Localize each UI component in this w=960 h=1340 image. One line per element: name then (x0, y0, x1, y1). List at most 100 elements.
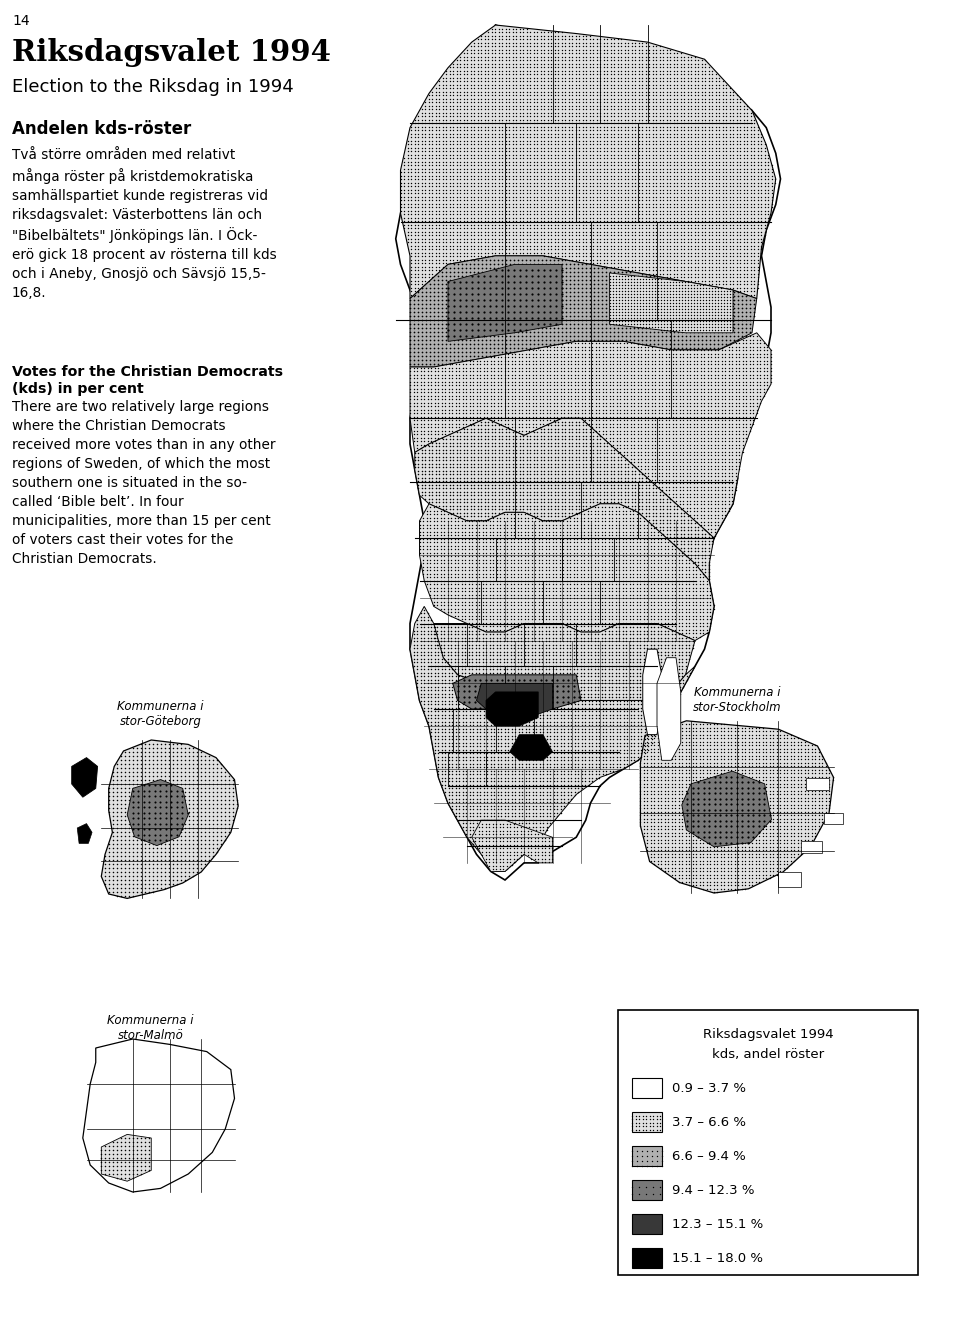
Point (446, 308, 462, 330)
Point (617, 228, 633, 249)
Point (675, 804, 690, 825)
Point (699, 819, 714, 840)
Point (576, 563, 591, 584)
Point (402, 289, 418, 311)
Point (660, 840, 676, 862)
Point (686, 50, 702, 71)
Point (431, 109, 446, 130)
Point (458, 364, 473, 386)
Point (538, 662, 553, 683)
Point (734, 330, 750, 351)
Point (641, 498, 657, 520)
Point (724, 832, 739, 854)
Point (548, 563, 564, 584)
Point (750, 189, 765, 210)
Point (626, 350, 641, 371)
Point (659, 287, 674, 308)
Point (815, 795, 830, 816)
Point (479, 770, 494, 792)
Point (470, 326, 486, 347)
Point (554, 78, 569, 99)
Point (431, 228, 446, 249)
Point (427, 375, 443, 397)
Point (673, 154, 688, 176)
Point (531, 842, 546, 863)
Point (801, 832, 816, 854)
Point (521, 413, 537, 434)
Point (131, 796, 146, 817)
Point (450, 314, 466, 335)
Point (650, 745, 665, 766)
Point (463, 172, 478, 193)
Point (579, 494, 594, 516)
Point (214, 805, 229, 827)
Point (710, 347, 726, 368)
Point (482, 645, 497, 666)
Point (582, 50, 597, 71)
Point (601, 543, 616, 564)
Point (748, 815, 763, 836)
Point (637, 275, 653, 296)
Point (638, 492, 654, 513)
Point (514, 578, 529, 599)
Point (557, 785, 572, 807)
Point (797, 734, 812, 756)
Point (472, 673, 488, 694)
Point (714, 452, 730, 473)
Point (578, 70, 593, 91)
Point (136, 829, 152, 851)
Point (524, 556, 540, 578)
Point (551, 481, 566, 502)
Point (620, 302, 636, 323)
Point (515, 371, 530, 393)
Point (434, 314, 449, 335)
Point (430, 364, 445, 386)
Point (538, 651, 553, 673)
Point (591, 714, 607, 736)
Point (561, 492, 576, 513)
Point (462, 749, 477, 770)
Point (469, 204, 485, 225)
Point (500, 697, 516, 718)
Point (555, 608, 570, 630)
Point (679, 456, 694, 477)
Point (537, 141, 552, 162)
Point (198, 757, 213, 779)
Point (548, 662, 564, 683)
Point (641, 228, 657, 249)
Point (561, 224, 576, 245)
Point (649, 509, 664, 531)
Point (504, 360, 519, 382)
Point (647, 758, 662, 780)
Point (513, 260, 528, 281)
Point (643, 634, 659, 655)
Point (711, 217, 727, 239)
Point (509, 440, 524, 461)
Point (452, 52, 468, 74)
Point (430, 655, 445, 677)
Point (561, 88, 576, 110)
Point (543, 498, 559, 520)
Point (540, 429, 556, 450)
Point (613, 265, 629, 287)
Point (512, 74, 527, 95)
Point (666, 326, 682, 347)
Point (674, 281, 689, 303)
Point (501, 470, 516, 492)
Point (122, 813, 137, 835)
Point (710, 423, 726, 445)
Point (746, 193, 761, 214)
Point (133, 801, 149, 823)
Point (773, 840, 788, 862)
Point (620, 113, 636, 134)
Point (516, 681, 532, 702)
Point (607, 468, 622, 489)
Point (696, 875, 711, 896)
Point (435, 130, 450, 151)
Point (522, 289, 538, 311)
Point (690, 330, 706, 351)
Point (468, 686, 484, 708)
Point (773, 738, 788, 760)
Point (662, 130, 678, 151)
Point (555, 686, 570, 708)
